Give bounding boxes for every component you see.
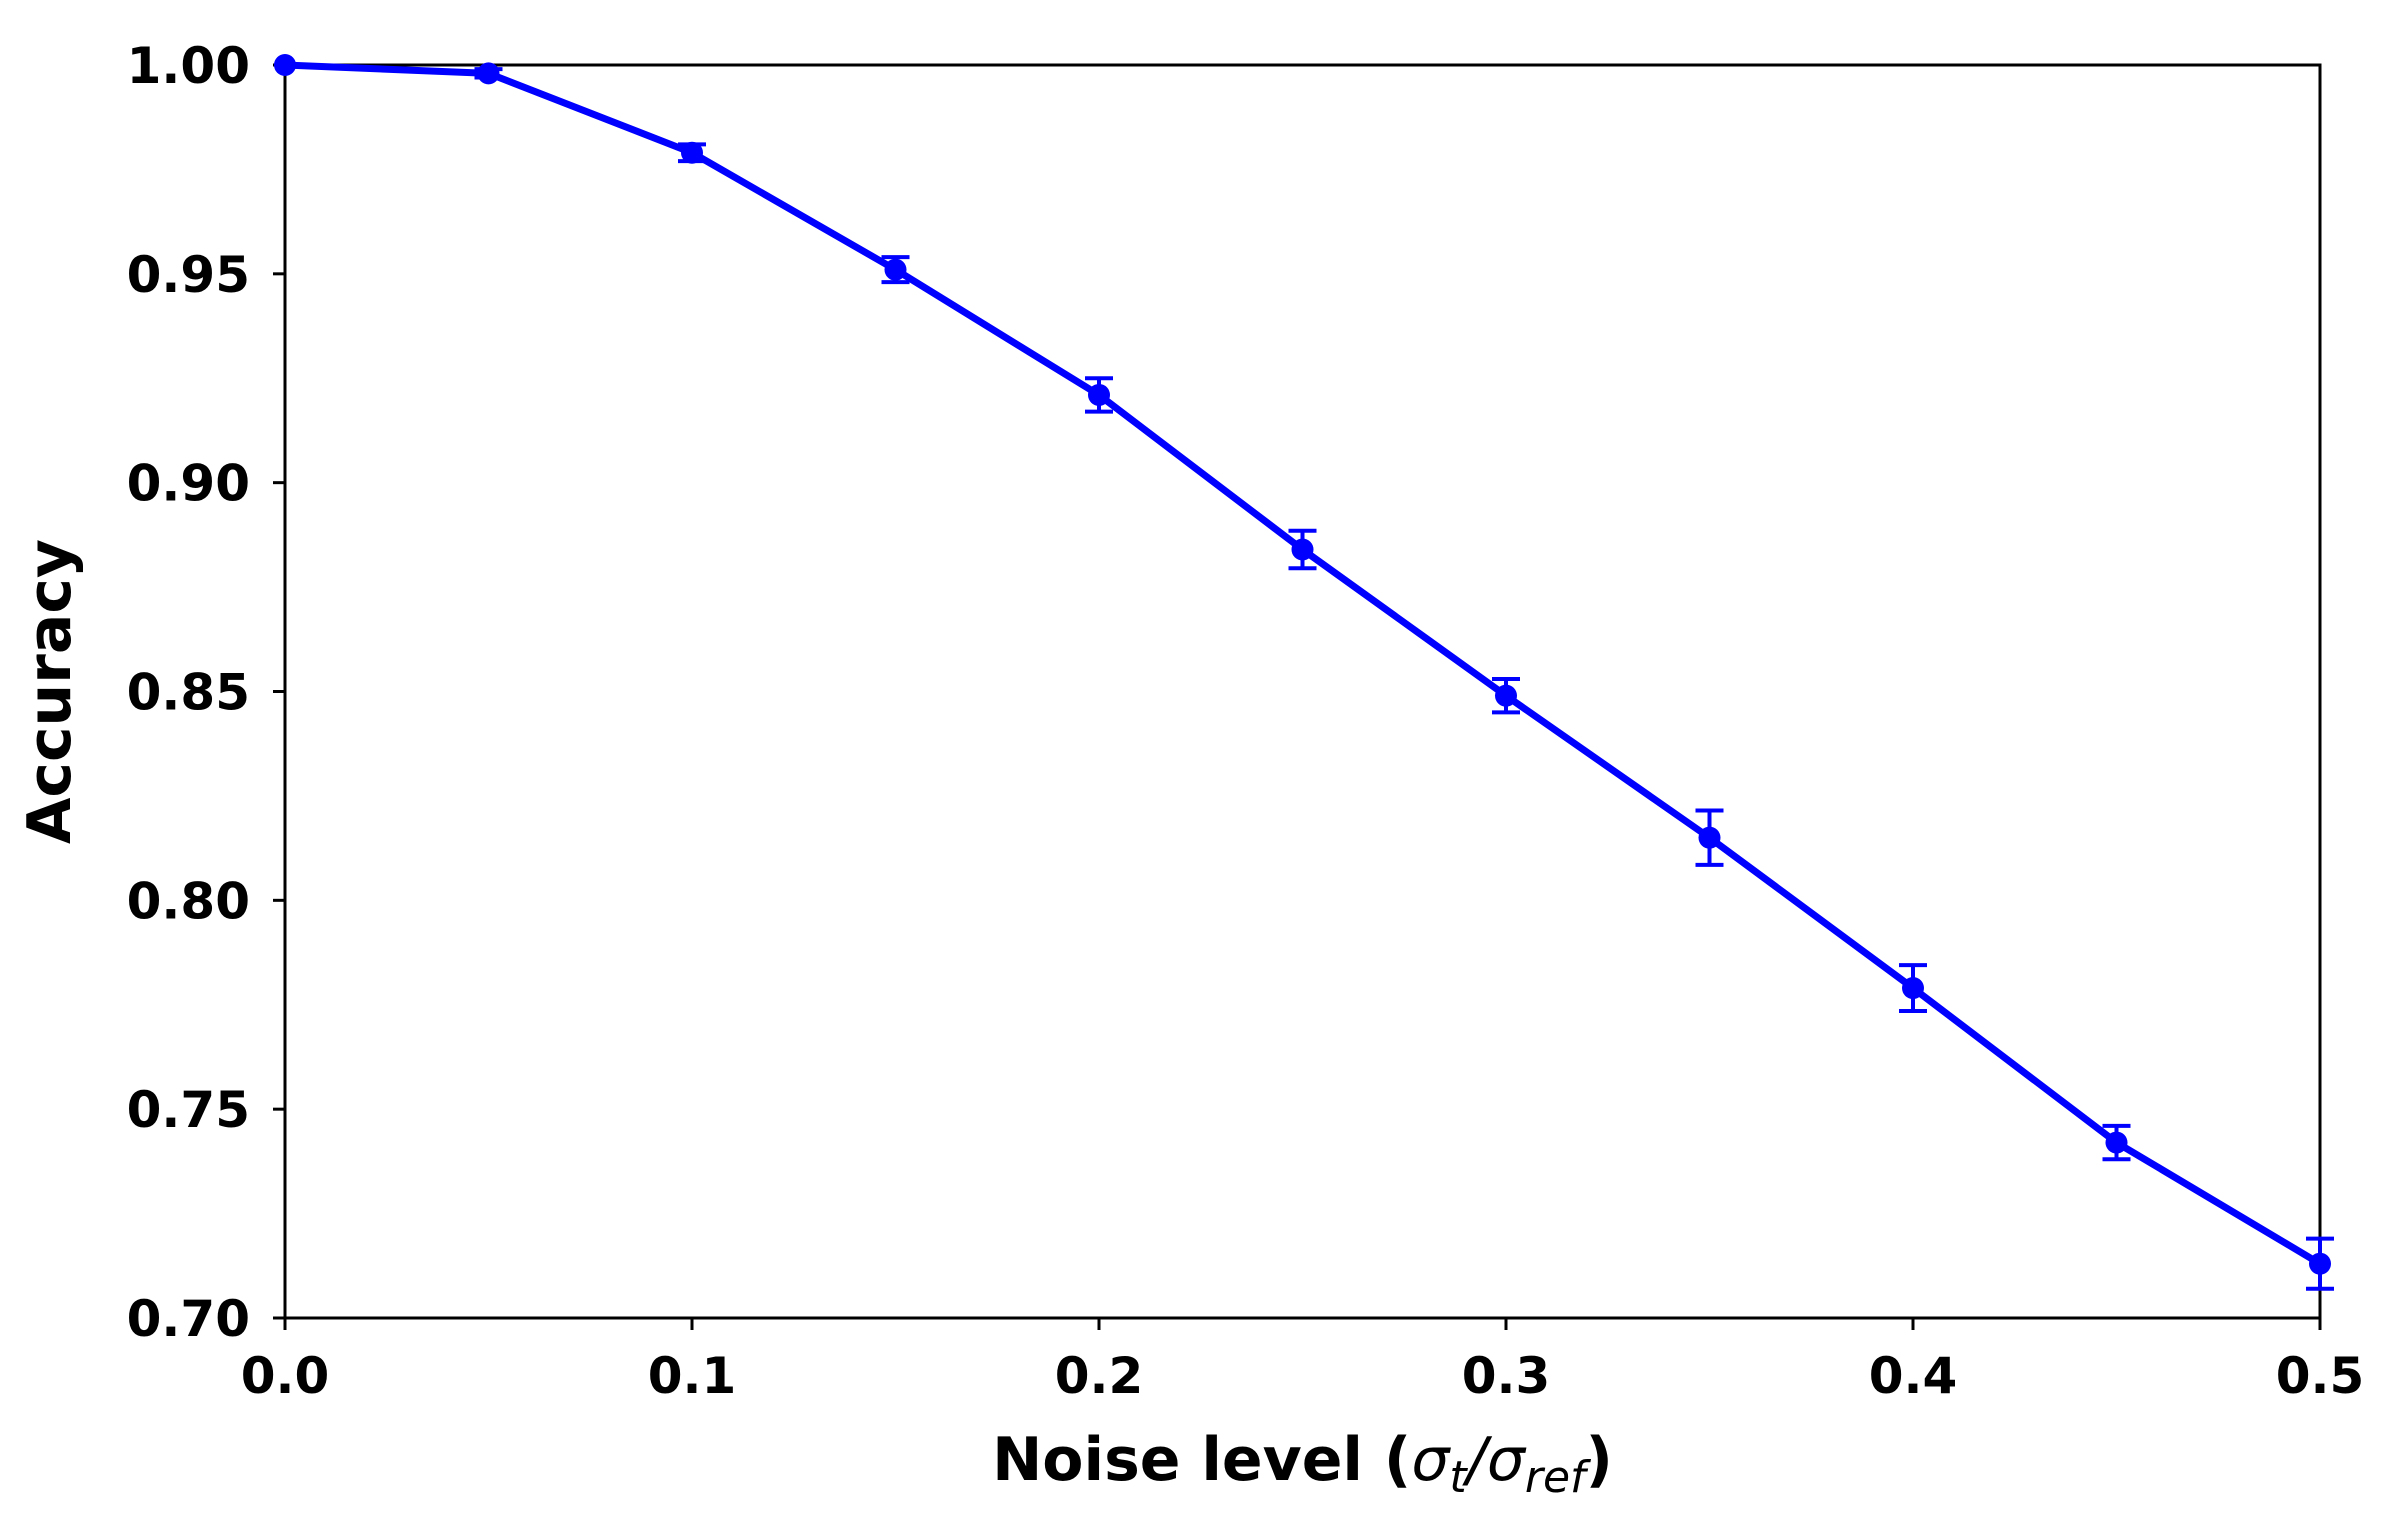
data-point (884, 258, 907, 281)
x-tick-label: 0.0 (241, 1347, 330, 1405)
y-tick-label: 1.00 (127, 37, 250, 95)
y-axis-label: Accuracy (15, 539, 85, 844)
plot-frame (283, 63, 2322, 1320)
series-line (284, 61, 2322, 1267)
x-axis-ticks: 0.0 0.1 0.2 0.3 0.4 0.5 (241, 1318, 2365, 1405)
data-point (274, 54, 296, 76)
data-point (1088, 383, 1110, 406)
x-tick-label: 0.5 (2276, 1347, 2365, 1405)
y-tick-label: 0.80 (127, 872, 250, 930)
y-tick-label: 0.85 (127, 664, 250, 722)
plot-area (283, 63, 2322, 1320)
data-point (1902, 977, 1924, 1000)
data-point (2309, 1252, 2331, 1275)
x-axis-label-sub-ref: ref (1525, 1452, 1592, 1503)
y-tick-label: 0.90 (127, 455, 250, 513)
x-axis-label-sigma-t: σ (1411, 1425, 1451, 1495)
data-point (1698, 826, 1721, 849)
data-point (681, 141, 703, 164)
series-layer (274, 54, 2334, 1291)
x-tick-label: 0.3 (1462, 1347, 1551, 1405)
y-tick-label: 0.95 (127, 246, 250, 304)
x-axis-label-suffix: ) (1586, 1425, 1613, 1495)
x-axis-label-prefix: Noise level ( (992, 1425, 1411, 1495)
data-point (477, 62, 500, 85)
data-point (1291, 538, 1314, 561)
data-point (2105, 1131, 2128, 1154)
x-axis-label-sub-t: t (1449, 1452, 1468, 1503)
x-tick-label: 0.4 (1869, 1347, 1958, 1405)
x-tick-label: 0.2 (1055, 1347, 1144, 1405)
y-axis-ticks: 0.70 0.75 0.80 0.85 0.90 0.95 1.00 (127, 37, 285, 1348)
x-tick-label: 0.1 (648, 1347, 737, 1405)
y-tick-label: 0.75 (127, 1081, 250, 1139)
x-axis-label-sigma-ref: σ (1487, 1425, 1527, 1495)
y-tick-label: 0.70 (127, 1290, 250, 1348)
data-point (1495, 684, 1517, 707)
x-axis-label: Noise level (σt/σref) (992, 1425, 1613, 1503)
